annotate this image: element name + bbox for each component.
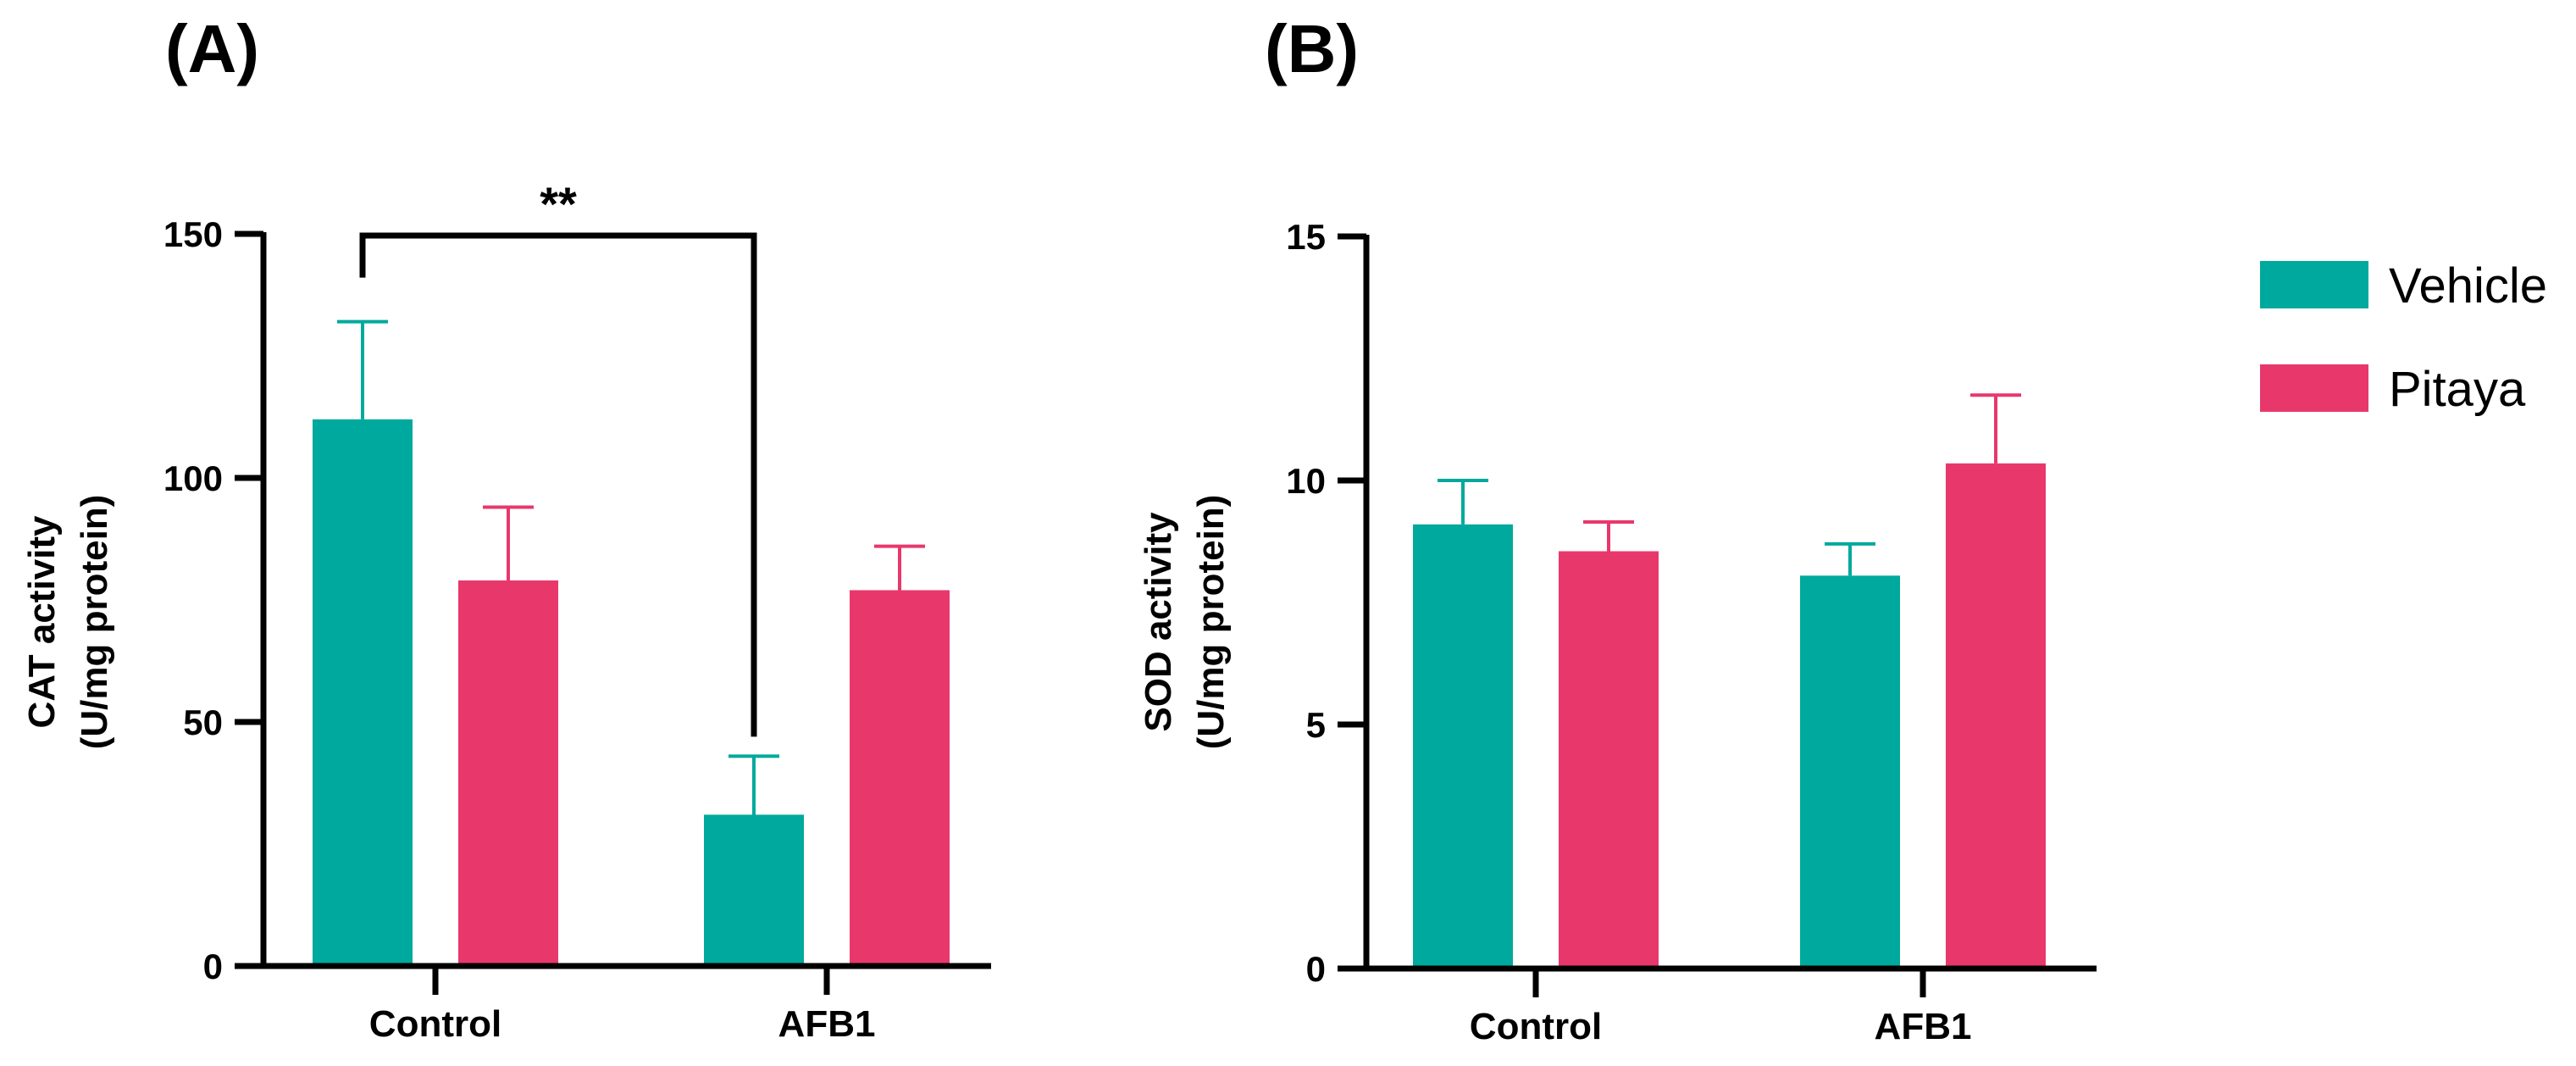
y-tick-label-b-15: 15 — [1286, 217, 1326, 257]
y-tick-label-a-100: 100 — [163, 458, 223, 498]
bar-a-control-vehicle — [313, 419, 413, 966]
y-tick-label-b-0: 0 — [1306, 949, 1326, 989]
legend-swatch-vehicle — [2260, 261, 2368, 308]
bar-b-afb1-pitaya — [1946, 463, 2046, 969]
legend-swatch-pitaya — [2260, 364, 2368, 412]
y-axis-title-line1-b: SOD activity — [1138, 512, 1179, 732]
panel-label-a: (A) — [165, 11, 259, 86]
bar-a-afb1-pitaya — [850, 590, 950, 966]
y-tick-label-a-150: 150 — [163, 214, 223, 254]
significance-bracket-a — [359, 232, 757, 737]
bar-b-afb1-vehicle — [1800, 575, 1900, 969]
plot-area-b: 0 5 10 15 Control AFB1 — [1286, 217, 2097, 1047]
panel-b-sod-activity-chart: (B) SOD activity (U/mg protein) 0 5 10 15 Co… — [1138, 11, 2097, 1047]
x-tick-label-b-control: Control — [1470, 1006, 1602, 1047]
y-axis-title-line2-a: (U/mg protein) — [74, 495, 115, 750]
bar-a-afb1-vehicle — [704, 814, 804, 966]
y-tick-label-b-10: 10 — [1286, 461, 1326, 501]
legend-label-vehicle: Vehicle — [2389, 258, 2547, 314]
legend: Vehicle Pitaya — [2260, 258, 2547, 417]
legend-label-pitaya: Pitaya — [2389, 362, 2526, 417]
x-tick-label-a-afb1: AFB1 — [778, 1003, 876, 1045]
panel-label-b: (B) — [1265, 11, 1359, 86]
y-axis-title-line2-b: (U/mg protein) — [1190, 495, 1232, 750]
y-axis-title-line1-a: CAT activity — [21, 515, 63, 729]
bar-b-control-vehicle — [1413, 524, 1513, 969]
x-tick-label-a-control: Control — [369, 1003, 501, 1045]
panel-a-cat-activity-chart: (A) CAT activity (U/mg protein) ** 0 50 100… — [21, 11, 991, 1045]
y-tick-label-a-50: 50 — [183, 702, 223, 742]
significance-label-a: ** — [540, 177, 577, 230]
bar-b-control-pitaya — [1559, 551, 1659, 969]
x-tick-label-b-afb1: AFB1 — [1875, 1006, 1972, 1047]
y-tick-label-b-5: 5 — [1306, 705, 1326, 745]
plot-area-a: ** 0 50 100 150 Control AFB1 — [163, 177, 991, 1045]
y-tick-label-a-0: 0 — [203, 947, 223, 986]
bar-a-control-pitaya — [458, 580, 558, 966]
